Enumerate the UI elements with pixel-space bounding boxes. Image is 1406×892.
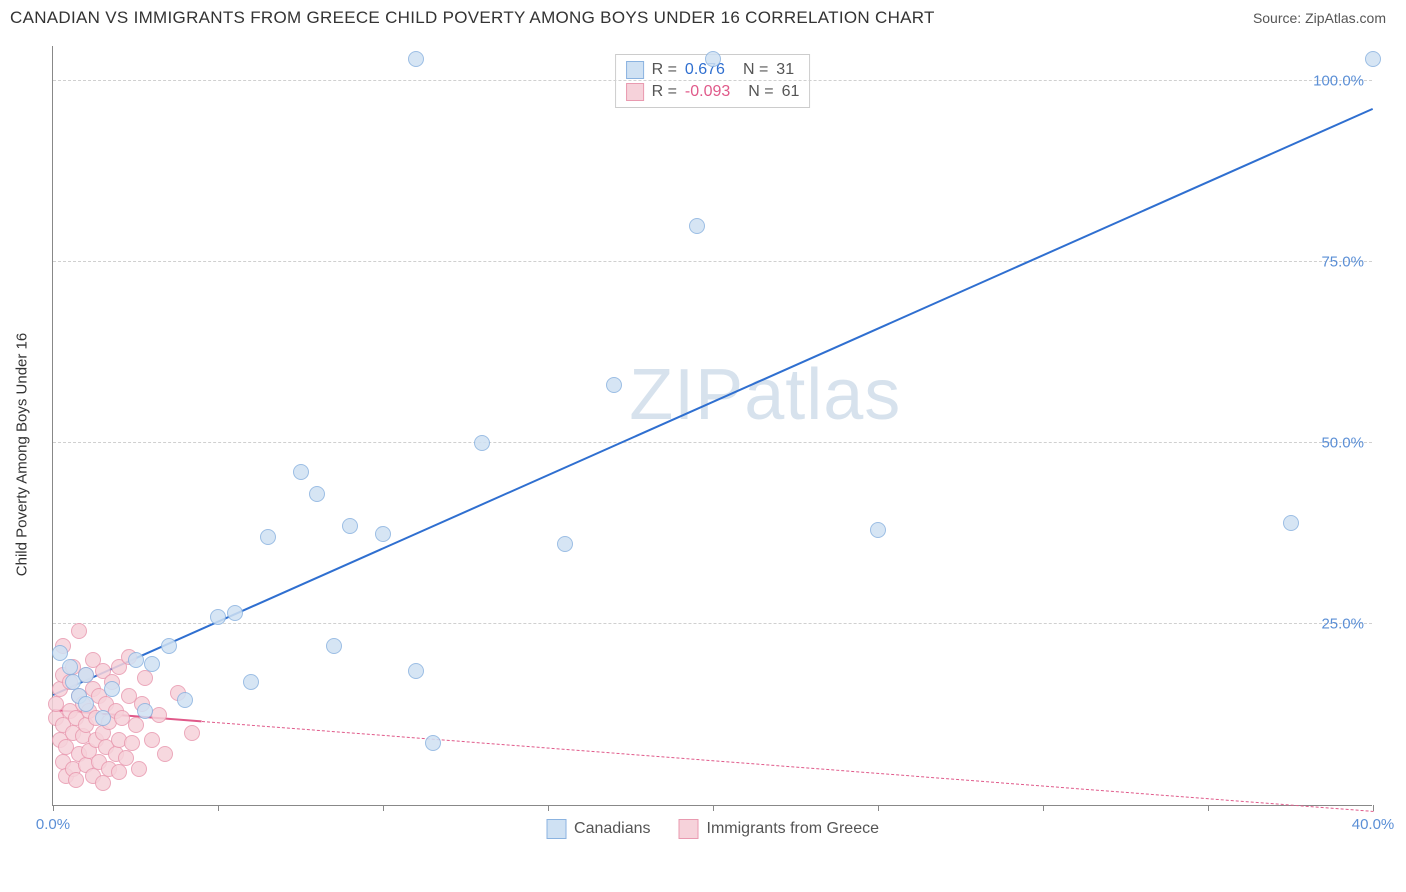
grid-line (53, 80, 1372, 81)
marker-canadians (210, 609, 226, 625)
legend-item-canadians: Canadians (546, 819, 651, 839)
marker-canadians (161, 638, 177, 654)
marker-canadians (78, 667, 94, 683)
watermark: ZIPatlas (629, 354, 901, 436)
x-tick (53, 805, 54, 811)
stats-n-canadians: 31 (776, 61, 794, 79)
marker-canadians (375, 526, 391, 542)
y-tick-label: 100.0% (1313, 73, 1364, 90)
marker-greece (157, 746, 173, 762)
marker-canadians (1283, 515, 1299, 531)
stats-n-label: N = (743, 61, 768, 79)
marker-greece (95, 775, 111, 791)
marker-greece (128, 717, 144, 733)
marker-canadians (557, 536, 573, 552)
stats-r-greece: -0.093 (685, 83, 730, 101)
stats-swatch-greece (626, 83, 644, 101)
marker-canadians (689, 218, 705, 234)
marker-greece (184, 725, 200, 741)
plot-area: ZIPatlas R = 0.676 N = 31 R = -0.093 N =… (52, 46, 1372, 806)
marker-canadians (144, 656, 160, 672)
y-tick-label: 75.0% (1321, 254, 1364, 271)
marker-canadians (177, 692, 193, 708)
marker-canadians (52, 645, 68, 661)
y-tick-label: 25.0% (1321, 616, 1364, 633)
marker-greece (137, 670, 153, 686)
marker-canadians (870, 522, 886, 538)
marker-canadians (606, 377, 622, 393)
marker-greece (124, 735, 140, 751)
chart-container: Child Poverty Among Boys Under 16 ZIPatl… (10, 36, 1396, 856)
marker-canadians (227, 605, 243, 621)
marker-greece (131, 761, 147, 777)
marker-canadians (62, 659, 78, 675)
x-tick-label: 40.0% (1352, 816, 1395, 833)
bottom-legend: Canadians Immigrants from Greece (546, 819, 879, 839)
x-tick (548, 805, 549, 811)
stats-r-label-2: R = (652, 83, 677, 101)
marker-canadians (309, 486, 325, 502)
marker-greece (71, 623, 87, 639)
trend-line (201, 721, 1373, 812)
marker-greece (111, 764, 127, 780)
marker-canadians (326, 638, 342, 654)
marker-canadians (342, 518, 358, 534)
legend-item-greece: Immigrants from Greece (679, 819, 879, 839)
chart-title: CANADIAN VS IMMIGRANTS FROM GREECE CHILD… (10, 8, 935, 28)
stats-n-greece: 61 (782, 83, 800, 101)
marker-greece (144, 732, 160, 748)
marker-canadians (137, 703, 153, 719)
marker-canadians (243, 674, 259, 690)
watermark-thin: atlas (744, 355, 901, 435)
grid-line (53, 623, 1372, 624)
stats-swatch-canadians (626, 61, 644, 79)
grid-line (53, 261, 1372, 262)
marker-canadians (95, 710, 111, 726)
legend-label-canadians: Canadians (574, 820, 651, 838)
y-tick-label: 50.0% (1321, 435, 1364, 452)
x-tick (1043, 805, 1044, 811)
legend-swatch-greece (679, 819, 699, 839)
stats-n-label-2: N = (748, 83, 773, 101)
y-axis-label: Child Poverty Among Boys Under 16 (14, 333, 31, 576)
source-label: Source: ZipAtlas.com (1253, 10, 1386, 26)
x-tick (1208, 805, 1209, 811)
marker-canadians (408, 51, 424, 67)
stats-r-label: R = (652, 61, 677, 79)
legend-swatch-canadians (546, 819, 566, 839)
marker-canadians (425, 735, 441, 751)
grid-line (53, 442, 1372, 443)
marker-canadians (705, 51, 721, 67)
trend-line (53, 108, 1374, 696)
x-tick (383, 805, 384, 811)
title-bar: CANADIAN VS IMMIGRANTS FROM GREECE CHILD… (0, 0, 1406, 36)
x-tick (878, 805, 879, 811)
marker-canadians (78, 696, 94, 712)
marker-canadians (1365, 51, 1381, 67)
stats-row-greece: R = -0.093 N = 61 (626, 81, 800, 103)
marker-canadians (474, 435, 490, 451)
marker-greece (68, 772, 84, 788)
legend-label-greece: Immigrants from Greece (707, 820, 879, 838)
x-tick (218, 805, 219, 811)
marker-canadians (104, 681, 120, 697)
marker-canadians (293, 464, 309, 480)
marker-canadians (260, 529, 276, 545)
x-tick-label: 0.0% (36, 816, 70, 833)
x-tick (713, 805, 714, 811)
marker-canadians (408, 663, 424, 679)
marker-canadians (128, 652, 144, 668)
